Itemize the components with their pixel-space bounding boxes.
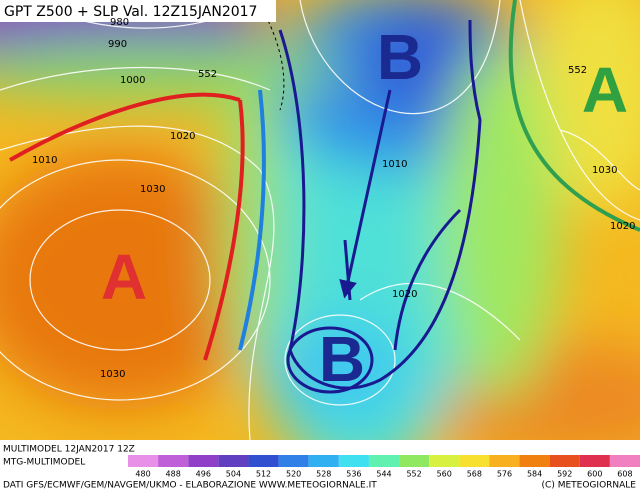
colorbar-swatch — [429, 455, 460, 467]
colorbar-swatch — [218, 455, 249, 467]
isobar-label: 1020 — [392, 289, 417, 300]
high-label: A — [101, 241, 147, 313]
high-label: A — [582, 54, 628, 126]
colorbar-label: 536 — [346, 470, 361, 479]
colorbar-label: 592 — [557, 470, 572, 479]
colorbar-label: 560 — [437, 470, 452, 479]
colorbar: 480 488 496 504 512 520 528 536 544 552 560 568 576 5… — [128, 455, 640, 479]
colorbar-swatch — [579, 455, 610, 467]
isobar-label: 1010 — [32, 155, 57, 166]
isobar-label: 990 — [108, 39, 127, 50]
colorbar-label: 496 — [196, 470, 211, 479]
isobar-label: 1030 — [592, 165, 617, 176]
isobar-label: 1020 — [170, 131, 195, 142]
isobar-label: 1030 — [140, 184, 165, 195]
colorbar-swatch — [128, 455, 159, 467]
colorbar-swatch — [609, 455, 640, 467]
low-label: B — [377, 21, 423, 93]
colorbar-label: 576 — [497, 470, 512, 479]
isobar-label: 1010 — [382, 159, 407, 170]
colorbar-swatch — [158, 455, 189, 467]
title-box — [0, 0, 276, 22]
isobar-label: 1000 — [120, 75, 145, 86]
colorbar-label: 552 — [406, 470, 421, 479]
footer-run: MULTIMODEL 12JAN2017 12Z — [3, 445, 135, 455]
colorbar-swatch — [308, 455, 339, 467]
colorbar-label: 512 — [256, 470, 271, 479]
colorbar-label: 488 — [166, 470, 181, 479]
colorbar-swatch — [278, 455, 309, 467]
colorbar-label: 504 — [226, 470, 241, 479]
colorbar-label: 480 — [135, 470, 150, 479]
isobar-label: 980 — [110, 17, 129, 28]
colorbar-swatch — [519, 455, 550, 467]
footer-model: MTG-MULTIMODEL — [3, 458, 85, 468]
colorbar-swatch — [188, 455, 219, 467]
colorbar-label: 528 — [316, 470, 331, 479]
colorbar-label: 608 — [617, 470, 632, 479]
colorbar-label: 544 — [376, 470, 391, 479]
title: GPT Z500 + SLP Val. 12Z15JAN2017 — [4, 4, 257, 20]
colorbar-label: 584 — [527, 470, 542, 479]
colorbar-swatch — [549, 455, 580, 467]
footer-copyright: (C) METEOGIORNALE — [542, 481, 637, 491]
isobar-label: 552 — [568, 65, 587, 76]
colorbar-swatch — [459, 455, 490, 467]
colorbar-swatch — [248, 455, 279, 467]
colorbar-label: 520 — [286, 470, 301, 479]
isobar-label: 1020 — [610, 221, 635, 232]
map-field — [0, 0, 640, 440]
isobar-label: 552 — [198, 69, 217, 80]
colorbar-swatch — [368, 455, 400, 467]
isobar-label: 1030 — [100, 369, 125, 380]
colorbar-swatch — [399, 455, 430, 467]
colorbar-swatch — [489, 455, 520, 467]
colorbar-swatch — [338, 455, 369, 467]
colorbar-label: 600 — [587, 470, 602, 479]
colorbar-label: 568 — [467, 470, 482, 479]
footer-credits: DATI GFS/ECMWF/GEM/NAVGEM/UKMO - ELABORA… — [3, 481, 377, 491]
low-label: B — [319, 323, 365, 395]
